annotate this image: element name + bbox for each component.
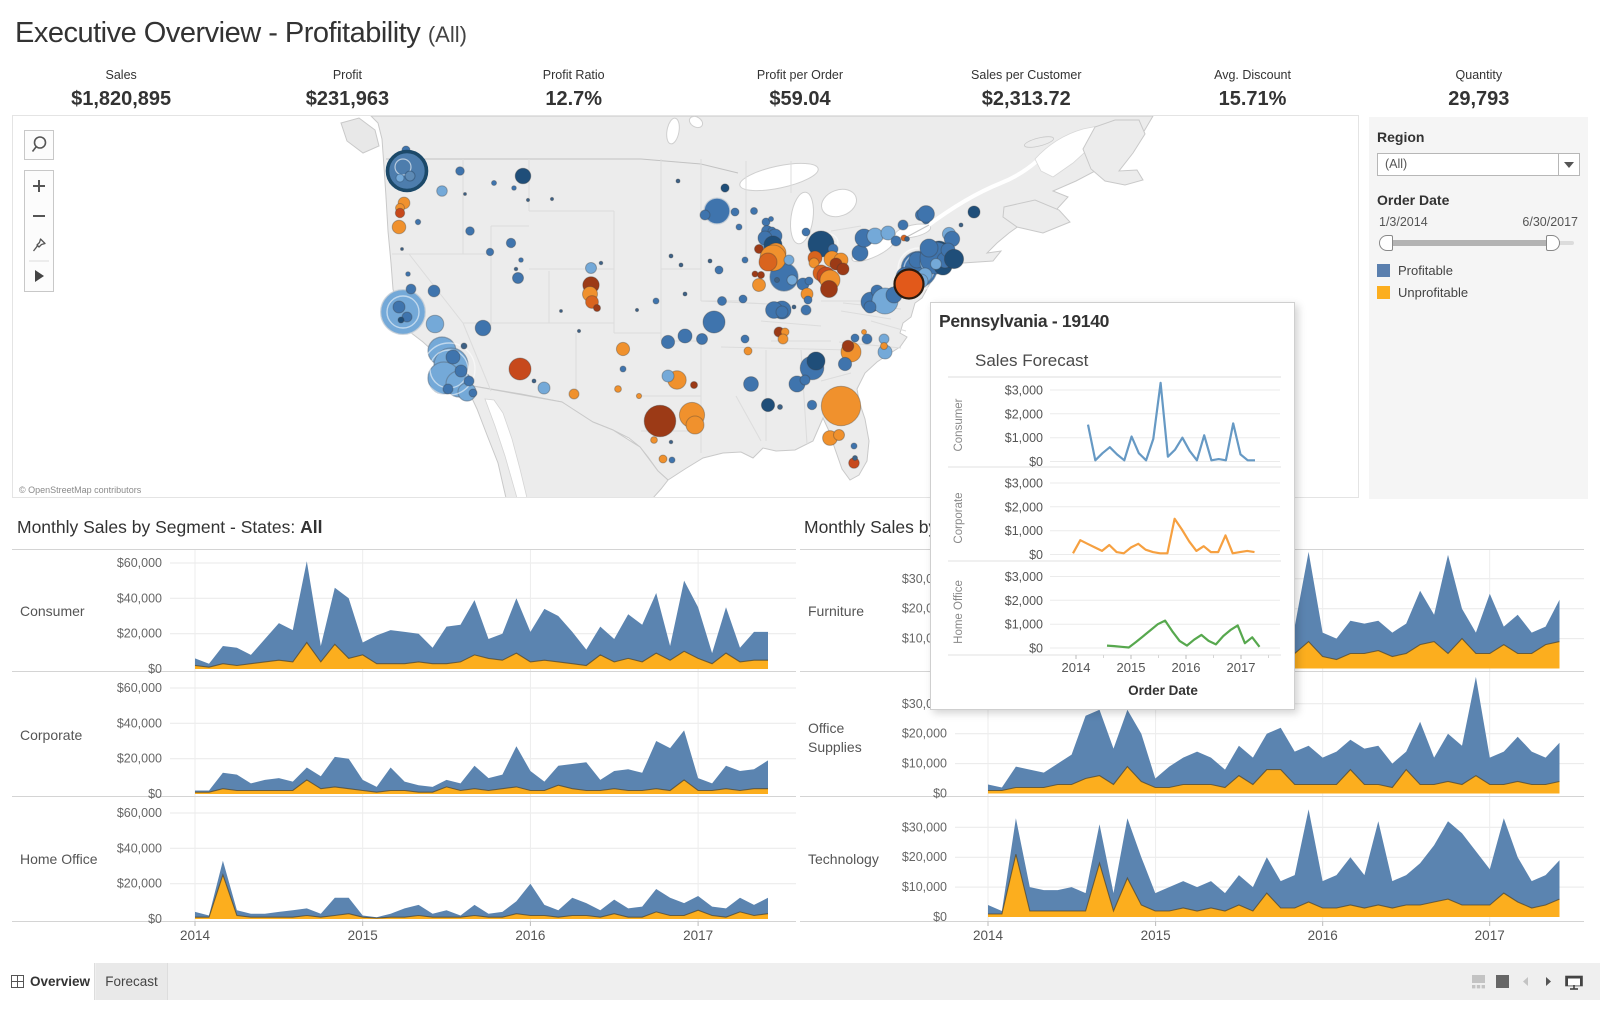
svg-text:2017: 2017 xyxy=(1475,928,1505,943)
svg-text:$20,000: $20,000 xyxy=(117,877,162,891)
svg-text:2014: 2014 xyxy=(973,928,1004,943)
svg-text:$1,000: $1,000 xyxy=(1005,431,1043,445)
svg-text:$0: $0 xyxy=(1029,642,1043,656)
svg-text:2016: 2016 xyxy=(515,928,545,943)
svg-text:$40,000: $40,000 xyxy=(117,716,162,730)
svg-text:Consumer: Consumer xyxy=(953,398,965,451)
svg-text:$20,000: $20,000 xyxy=(902,727,947,741)
svg-text:$60,000: $60,000 xyxy=(117,556,162,570)
svg-text:Furniture: Furniture xyxy=(808,603,864,619)
svg-text:Technology: Technology xyxy=(808,851,879,867)
svg-text:2016: 2016 xyxy=(1308,928,1338,943)
svg-text:Corporate: Corporate xyxy=(20,727,82,743)
svg-text:Corporate: Corporate xyxy=(953,492,965,543)
svg-text:2015: 2015 xyxy=(348,928,378,943)
svg-text:$20,000: $20,000 xyxy=(117,627,162,641)
svg-text:$20,000: $20,000 xyxy=(902,850,947,864)
svg-text:2017: 2017 xyxy=(683,928,713,943)
svg-text:$3,000: $3,000 xyxy=(1005,384,1043,398)
svg-text:Supplies: Supplies xyxy=(808,739,862,755)
svg-text:$10,000: $10,000 xyxy=(902,880,947,894)
svg-text:$0: $0 xyxy=(148,662,162,676)
svg-text:$2,000: $2,000 xyxy=(1005,407,1043,421)
svg-text:Office: Office xyxy=(808,720,845,736)
svg-text:$0: $0 xyxy=(1029,548,1043,562)
svg-text:$2,000: $2,000 xyxy=(1005,594,1043,608)
svg-text:Sales Forecast: Sales Forecast xyxy=(975,351,1089,370)
svg-text:$20,000: $20,000 xyxy=(117,752,162,766)
svg-text:$0: $0 xyxy=(148,912,162,926)
svg-text:Order Date: Order Date xyxy=(1128,683,1198,698)
svg-text:$0: $0 xyxy=(1029,455,1043,469)
svg-text:$3,000: $3,000 xyxy=(1005,477,1043,491)
svg-text:2017: 2017 xyxy=(1227,660,1256,675)
svg-text:$3,000: $3,000 xyxy=(1005,570,1043,584)
svg-text:$0: $0 xyxy=(148,787,162,801)
svg-text:$60,000: $60,000 xyxy=(117,681,162,695)
svg-text:Consumer: Consumer xyxy=(20,603,85,619)
svg-text:Home Office: Home Office xyxy=(20,851,98,867)
svg-text:$40,000: $40,000 xyxy=(117,591,162,605)
svg-text:2016: 2016 xyxy=(1172,660,1201,675)
svg-text:2015: 2015 xyxy=(1141,928,1171,943)
svg-text:$10,000: $10,000 xyxy=(902,757,947,771)
svg-text:$0: $0 xyxy=(933,787,947,801)
svg-text:2014: 2014 xyxy=(1062,660,1091,675)
svg-text:2015: 2015 xyxy=(1117,660,1146,675)
svg-text:$40,000: $40,000 xyxy=(117,841,162,855)
svg-text:2014: 2014 xyxy=(180,928,211,943)
svg-text:$1,000: $1,000 xyxy=(1005,524,1043,538)
svg-text:Pennsylvania - 19140: Pennsylvania - 19140 xyxy=(939,311,1110,331)
svg-text:$2,000: $2,000 xyxy=(1005,500,1043,514)
svg-text:$1,000: $1,000 xyxy=(1005,618,1043,632)
svg-text:Home Office: Home Office xyxy=(953,580,965,644)
svg-text:$30,000: $30,000 xyxy=(902,820,947,834)
svg-text:$60,000: $60,000 xyxy=(117,806,162,820)
svg-text:$0: $0 xyxy=(933,910,947,924)
